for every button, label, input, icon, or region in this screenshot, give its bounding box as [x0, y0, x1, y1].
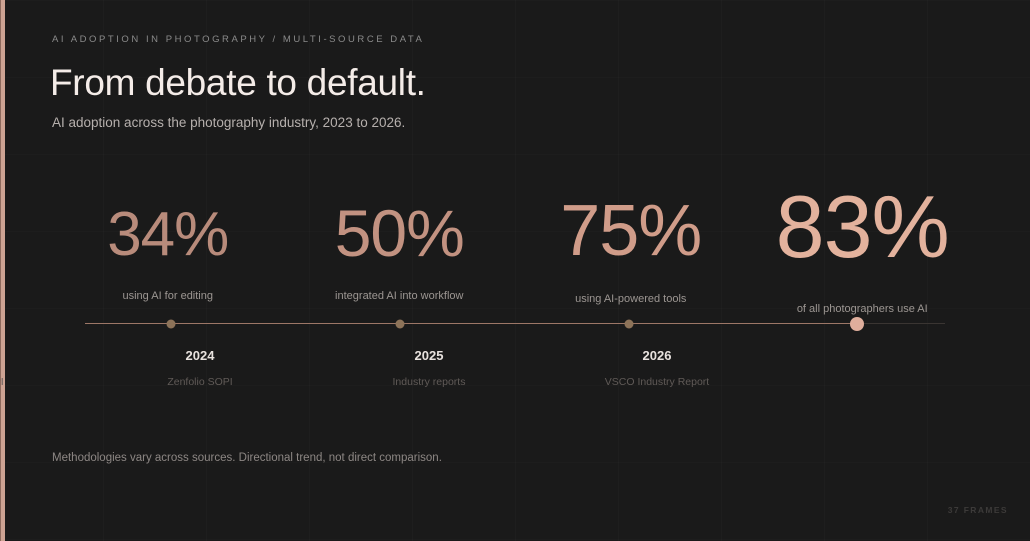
stat-card-2026: 83% of all photographers use AI	[747, 183, 979, 316]
timeline-source-2026: VSCO Industry Report	[604, 376, 710, 388]
stat-label-2024: integrated AI into workflow	[335, 290, 464, 302]
timeline-dot-2023[interactable]	[166, 319, 176, 328]
stat-card-2023: 34% using AI for editing	[52, 190, 284, 305]
timeline-year-2024: 2024	[185, 348, 215, 363]
stat-value-2026: 83%	[775, 177, 950, 276]
timeline-source-2023: Zenfolio SOPI	[0, 376, 4, 388]
stat-card-2024: 50% integrated AI into workflow	[284, 190, 516, 305]
timeline-year-2026: 2026	[642, 348, 672, 363]
brand-watermark: 37 FRAMES	[947, 505, 1008, 515]
page-subtitle: AI adoption across the photography indus…	[52, 115, 406, 130]
stat-value-2025: 75%	[560, 191, 702, 271]
stat-value-2024: 50%	[334, 196, 465, 270]
timeline-dot-2025[interactable]	[624, 319, 634, 328]
stat-value-2023: 34%	[107, 200, 229, 269]
timeline-dot-2026[interactable]	[850, 316, 864, 331]
stat-card-2025: 75% using AI-powered tools	[515, 190, 747, 305]
timeline-source-2025: Industry reports	[392, 376, 466, 388]
eyebrow-label: AI ADOPTION IN PHOTOGRAPHY / MULTI-SOURC…	[52, 34, 425, 45]
timeline-year-2023: 2023	[0, 348, 71, 363]
timeline-source-2024: Zenfolio SOPI	[167, 376, 233, 388]
methodology-footnote: Methodologies vary across sources. Direc…	[52, 452, 442, 464]
timeline-year-2025: 2025	[414, 348, 444, 363]
stats-row: 34% using AI for editing 50% integrated …	[52, 183, 979, 316]
page-title: From debate to default.	[50, 62, 426, 103]
timeline: 2023 Zenfolio SOPI 2024 Zenfolio SOPI 20…	[0, 316, 945, 396]
timeline-dot-2024[interactable]	[395, 319, 405, 328]
stat-label-2026: of all photographers use AI	[796, 303, 928, 315]
stat-label-2023: using AI for editing	[122, 290, 213, 302]
stat-label-2025: using AI-powered tools	[575, 293, 687, 305]
timeline-progress-line	[85, 323, 857, 324]
left-accent-bar	[0, 0, 5, 541]
